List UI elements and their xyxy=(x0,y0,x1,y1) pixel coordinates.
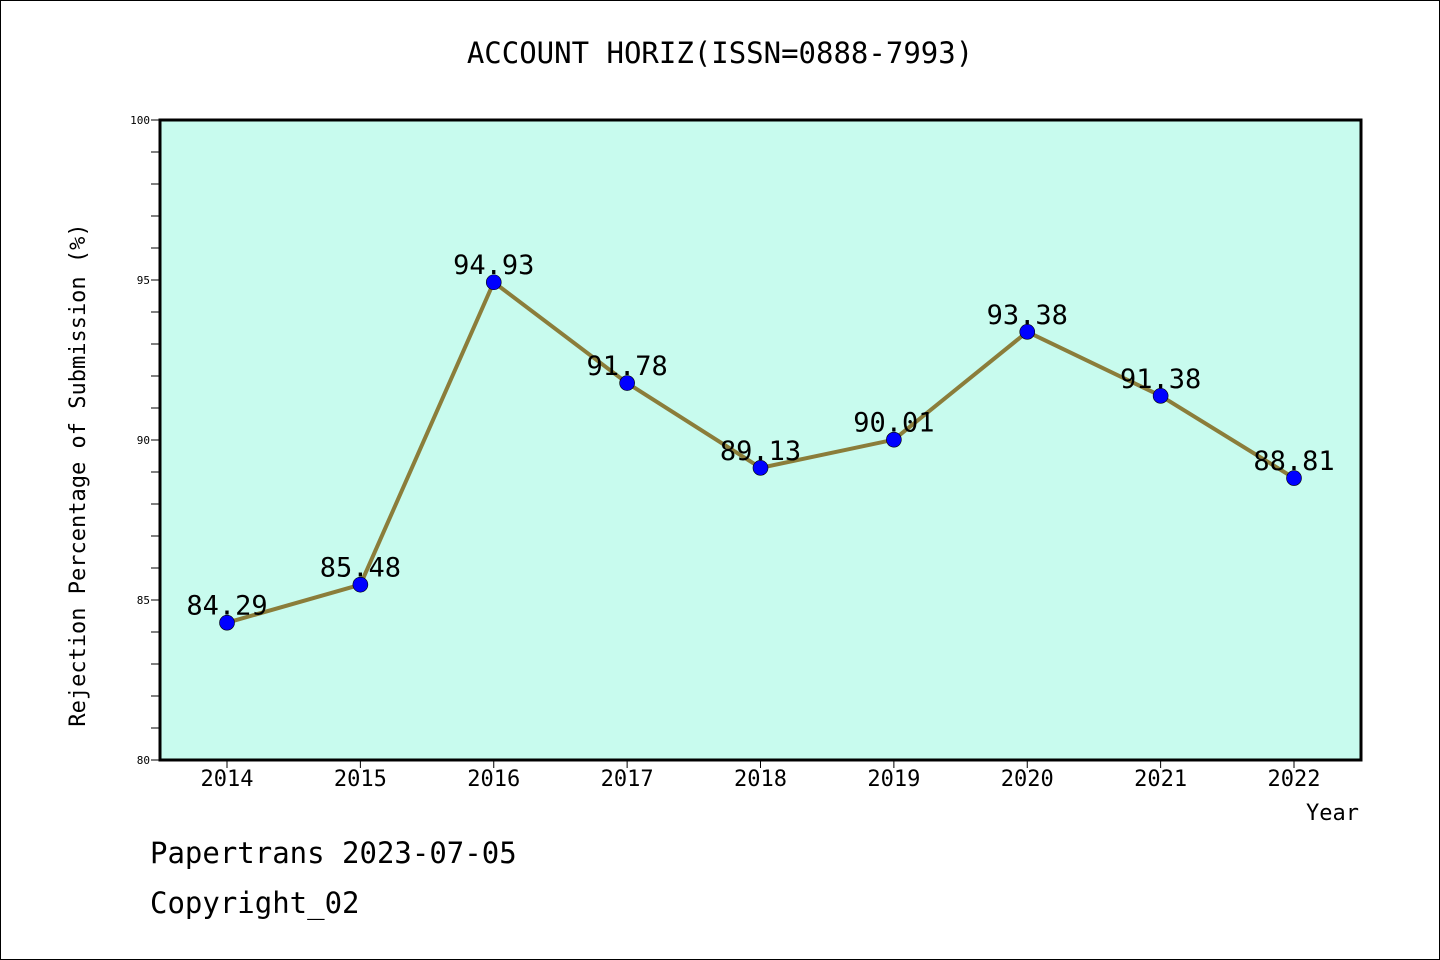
x-tick-label: 2018 xyxy=(734,767,787,792)
x-tick-label: 2017 xyxy=(601,767,654,792)
data-point-label: 93.38 xyxy=(987,300,1068,331)
x-axis-label: Year xyxy=(1306,801,1359,826)
y-tick-label: 80 xyxy=(137,754,150,767)
chart-title: ACCOUNT HORIZ(ISSN=0888-7993) xyxy=(466,36,974,70)
data-point-label: 88.81 xyxy=(1253,446,1334,477)
data-point-marker xyxy=(352,576,369,593)
data-point-marker xyxy=(485,274,502,291)
data-point-label: 91.38 xyxy=(1120,364,1201,395)
series-layer: 84.29 85.48 94.93 91.78 89.13 90.01 93.38 91.38… xyxy=(186,250,1335,631)
footer-date-line: Papertrans 2023-07-05 xyxy=(150,836,517,870)
data-point-label: 84.29 xyxy=(186,591,267,622)
x-tick-label: 2014 xyxy=(201,767,254,792)
x-tick-label: 2015 xyxy=(334,767,387,792)
data-point-marker xyxy=(219,614,235,631)
data-point-label: 85.48 xyxy=(320,553,401,584)
data-point-marker xyxy=(1152,388,1169,404)
x-tick-label: 2022 xyxy=(1268,767,1321,792)
data-point-label: 94.93 xyxy=(453,250,534,281)
x-tick-label: 2019 xyxy=(867,767,920,792)
y-tick-label: 85 xyxy=(137,594,150,607)
plot-area xyxy=(158,118,1363,762)
x-tick-label: 2020 xyxy=(1001,767,1054,792)
y-axis-ticks: 80 85 90 95 100 xyxy=(130,114,160,767)
data-point-marker xyxy=(619,375,635,391)
y-tick-label: 90 xyxy=(137,434,150,447)
x-tick-label: 2016 xyxy=(467,767,520,792)
y-tick-label: 100 xyxy=(130,114,150,127)
data-point-label: 89.13 xyxy=(720,436,801,467)
x-tick-label: 2021 xyxy=(1134,767,1187,792)
data-point-marker xyxy=(886,431,902,448)
data-point-label: 90.01 xyxy=(853,408,934,439)
data-point-label: 91.78 xyxy=(586,351,667,382)
footer-copyright-line: Copyright_02 xyxy=(150,886,360,920)
y-axis-label: Rejection Percentage of Submission (%) xyxy=(66,223,91,726)
y-tick-label: 95 xyxy=(137,274,150,287)
data-point-marker xyxy=(1019,324,1036,340)
x-axis-ticks: 2014 2015 2016 2017 2018 2019 2020 2021 2022 xyxy=(201,760,1321,792)
data-point-marker xyxy=(1286,470,1302,486)
data-point-marker xyxy=(752,460,769,476)
